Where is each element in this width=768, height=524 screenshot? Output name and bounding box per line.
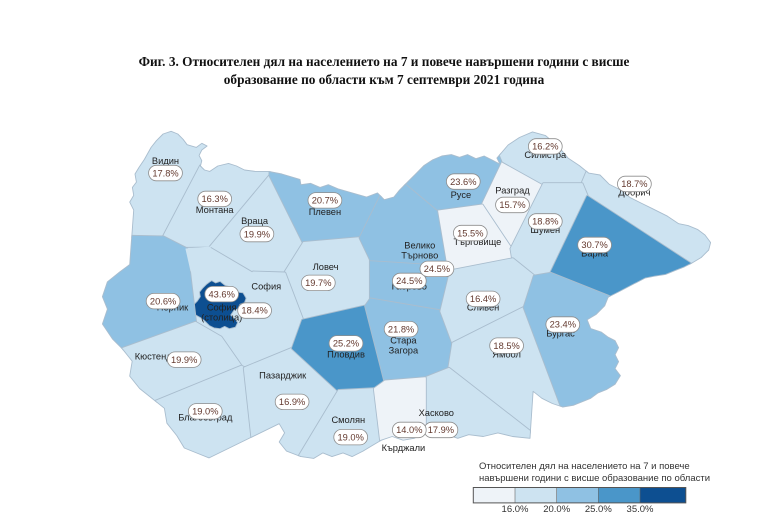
svg-text:20.6%: 20.6% — [150, 296, 176, 306]
svg-text:25.0%: 25.0% — [585, 504, 612, 515]
svg-text:Велико: Велико — [404, 240, 435, 250]
svg-text:16.4%: 16.4% — [470, 294, 496, 304]
svg-text:43.6%: 43.6% — [209, 289, 235, 299]
svg-text:навършени години с висше образ: навършени години с висше образование по … — [479, 473, 710, 484]
svg-text:Относителен дял на населението: Относителен дял на населението на 7 и по… — [479, 461, 690, 472]
svg-text:18.8%: 18.8% — [532, 217, 558, 227]
svg-text:18.7%: 18.7% — [621, 179, 647, 189]
svg-text:19.9%: 19.9% — [171, 355, 197, 365]
svg-text:35.0%: 35.0% — [627, 504, 654, 515]
svg-text:19.7%: 19.7% — [305, 278, 331, 288]
svg-text:16.2%: 16.2% — [532, 142, 558, 152]
svg-text:Фиг. 3. Относителен дял на нас: Фиг. 3. Относителен дял на населението н… — [139, 54, 630, 69]
svg-text:19.0%: 19.0% — [192, 407, 218, 417]
svg-text:Пазарджик: Пазарджик — [259, 371, 307, 381]
svg-text:18.5%: 18.5% — [493, 341, 519, 351]
svg-text:20.0%: 20.0% — [543, 504, 570, 515]
svg-text:24.5%: 24.5% — [424, 264, 450, 274]
svg-text:Ловеч: Ловеч — [313, 262, 339, 272]
svg-text:30.7%: 30.7% — [581, 240, 607, 250]
svg-text:21.8%: 21.8% — [388, 324, 414, 334]
svg-text:Русе: Русе — [451, 190, 472, 200]
svg-text:София: София — [251, 281, 281, 291]
svg-text:15.7%: 15.7% — [499, 200, 525, 210]
svg-text:Враца: Враца — [241, 216, 269, 226]
svg-text:18.4%: 18.4% — [241, 306, 267, 316]
svg-text:24.5%: 24.5% — [396, 276, 422, 286]
svg-text:образование по области към 7 с: образование по области към 7 септември 2… — [224, 72, 545, 87]
svg-text:19.9%: 19.9% — [244, 229, 270, 239]
svg-text:16.9%: 16.9% — [279, 397, 305, 407]
svg-text:(столица): (столица) — [201, 313, 242, 323]
svg-text:23.4%: 23.4% — [550, 320, 576, 330]
svg-text:16.0%: 16.0% — [502, 504, 529, 515]
svg-text:Видин: Видин — [152, 156, 179, 166]
svg-text:Хасково: Хасково — [419, 408, 454, 418]
svg-text:Загора: Загора — [389, 345, 419, 355]
svg-text:Разград: Разград — [495, 185, 530, 195]
svg-text:23.6%: 23.6% — [450, 177, 476, 187]
svg-text:14.0%: 14.0% — [396, 425, 422, 435]
svg-text:20.7%: 20.7% — [312, 196, 338, 206]
svg-text:Търново: Търново — [401, 250, 438, 260]
svg-text:25.2%: 25.2% — [333, 339, 359, 349]
svg-text:19.0%: 19.0% — [338, 432, 364, 442]
svg-text:16.3%: 16.3% — [202, 194, 228, 204]
svg-text:София: София — [207, 303, 237, 313]
svg-text:Кърджали: Кърджали — [382, 443, 426, 453]
svg-text:17.9%: 17.9% — [428, 425, 454, 435]
svg-text:17.8%: 17.8% — [152, 168, 178, 178]
svg-text:Смолян: Смолян — [331, 415, 365, 425]
svg-text:15.5%: 15.5% — [457, 228, 483, 238]
